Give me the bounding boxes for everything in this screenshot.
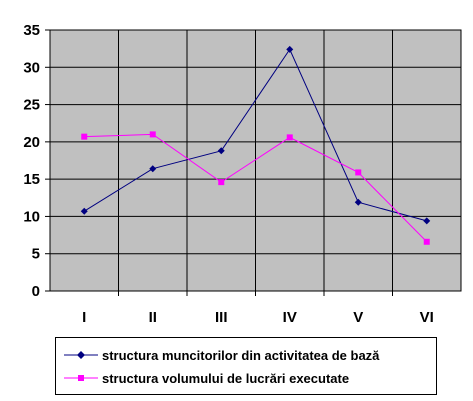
- x-axis: I II III IV V VI: [82, 291, 434, 326]
- x-tick-label-2: III: [215, 309, 228, 326]
- x-tick-label-3: IV: [283, 309, 297, 326]
- x-tick-label-0: I: [82, 309, 86, 326]
- legend-label-series-1: structura muncitorilor din activitatea d…: [102, 347, 380, 363]
- y-axis: 0 5 10 15 20 25 30 35: [23, 22, 50, 300]
- series-2-point-6: [423, 238, 430, 245]
- series-2-point-1: [81, 133, 88, 140]
- series-1-point-5: [354, 198, 362, 206]
- y-tick-label-5: 25: [23, 97, 40, 114]
- series-2-point-3: [218, 179, 225, 186]
- legend-marker-square-icon: [64, 375, 98, 381]
- x-tick-label-5: VI: [420, 309, 434, 326]
- series-line-1: [83, 48, 427, 222]
- legend-label-series-2: structura volumului de lucrări executate: [102, 370, 350, 386]
- legend-item-series-1: structura muncitorilor din activitatea d…: [64, 345, 379, 365]
- x-tick-label-1: II: [149, 309, 157, 326]
- legend-item-series-2: structura volumului de lucrări executate: [64, 368, 349, 388]
- y-tick-label-3: 15: [23, 171, 40, 188]
- y-tick-label-4: 20: [23, 134, 40, 151]
- series-2-point-2: [149, 131, 156, 138]
- series-1-point-6: [423, 217, 431, 225]
- series-layer: [80, 45, 431, 245]
- y-tick-label-0: 0: [32, 283, 40, 300]
- series-2-point-4: [286, 134, 293, 141]
- series-1-point-3: [217, 147, 225, 155]
- x-tick-label-4: V: [353, 309, 363, 326]
- series-line-2: [84, 133, 428, 243]
- y-tick-label-1: 5: [32, 246, 40, 263]
- series-1-point-4: [286, 45, 294, 53]
- y-tick-label-2: 10: [23, 208, 40, 225]
- legend: structura muncitorilor din activitatea d…: [55, 337, 437, 395]
- y-tick-label-6: 30: [23, 59, 40, 76]
- y-tick-label-7: 35: [23, 22, 40, 39]
- series-1-point-1: [80, 207, 88, 215]
- series-1-point-2: [149, 165, 157, 173]
- series-2-point-5: [355, 169, 362, 176]
- legend-marker-diamond-icon: [64, 351, 98, 359]
